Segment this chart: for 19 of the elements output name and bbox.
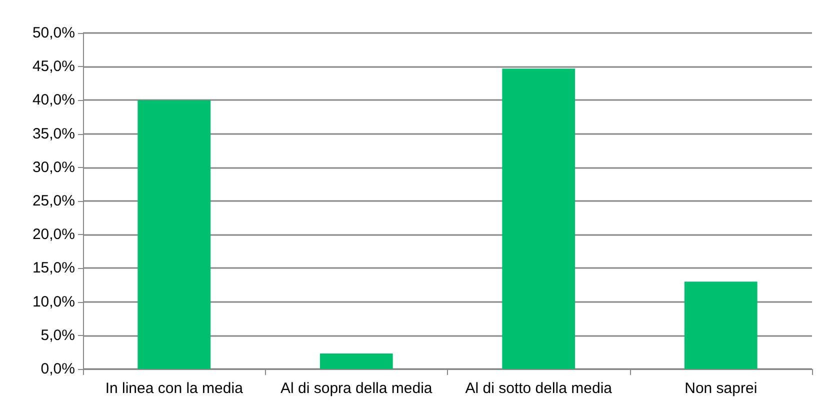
y-tick-label: 20,0%: [32, 226, 75, 244]
y-tick-label: 35,0%: [32, 125, 75, 142]
y-tick-label: 25,0%: [32, 192, 75, 210]
y-tick-label: 30,0%: [32, 158, 75, 176]
bar: [684, 282, 758, 369]
bar: [320, 354, 393, 369]
x-tick-label: Al di sopra della media: [280, 380, 433, 397]
y-tick-label: 10,0%: [32, 293, 75, 310]
y-tick-label: 5,0%: [40, 326, 75, 344]
y-tick-label: 45,0%: [32, 58, 75, 76]
x-tick-label: Non saprei: [684, 380, 758, 397]
x-tick-label: In linea con la media: [105, 380, 244, 397]
x-tick-label: Al di sotto della media: [465, 380, 613, 397]
y-tick-label: 15,0%: [32, 260, 75, 277]
y-tick-label: 40,0%: [32, 92, 75, 109]
bar: [138, 100, 211, 369]
y-tick-label: 0,0%: [40, 360, 75, 378]
y-tick-label: 50,0%: [32, 24, 75, 42]
bar: [502, 68, 576, 369]
